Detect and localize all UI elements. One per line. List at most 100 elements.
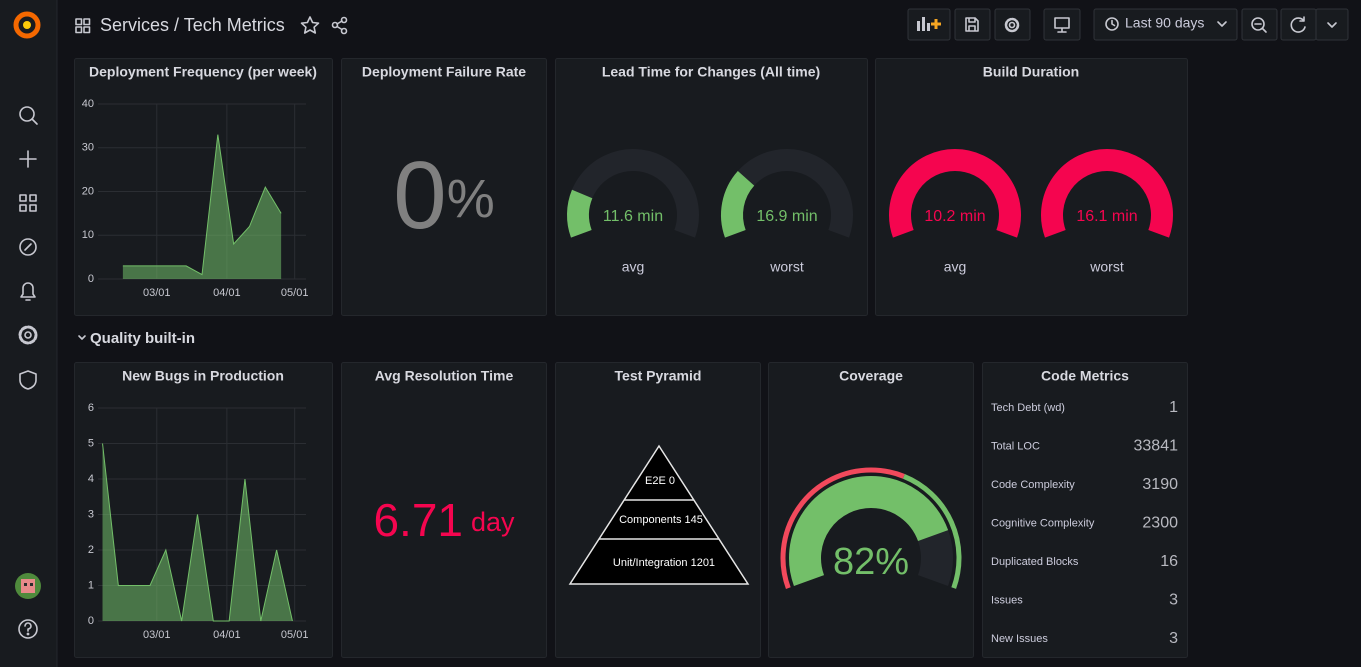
add-panel-icon[interactable] [917, 17, 941, 31]
metric-value: 16 [1160, 553, 1178, 570]
metric-label: Cognitive Complexity [991, 517, 1095, 529]
row-title[interactable]: Quality built-in [90, 330, 195, 347]
row-collapse-icon[interactable] [78, 335, 86, 340]
node[interactable] [340, 16, 348, 24]
sq[interactable] [19, 194, 27, 202]
needle[interactable] [24, 243, 32, 251]
shield-icon[interactable] [19, 370, 37, 390]
x-tick-label: 03/01 [143, 287, 171, 299]
gear-core[interactable] [1008, 21, 1016, 29]
dashboards-icon[interactable] [19, 194, 37, 212]
gear-teeth[interactable] [1004, 17, 1020, 33]
bell[interactable] [20, 282, 36, 298]
lens-marks[interactable] [1254, 23, 1267, 33]
gauge-label: worst [1089, 259, 1124, 275]
stat-number: 0 [393, 142, 446, 249]
node[interactable] [340, 27, 348, 35]
help-dot[interactable] [26, 632, 30, 636]
y-tick-label: 4 [88, 473, 94, 485]
panel-title: Deployment Failure Rate [362, 64, 526, 80]
panel [341, 362, 547, 658]
panel [982, 362, 1188, 658]
plus[interactable] [931, 19, 941, 29]
config-icon[interactable] [18, 325, 38, 345]
lens[interactable] [1251, 17, 1265, 31]
panel-title: New Bugs in Production [122, 368, 284, 384]
compass[interactable] [19, 238, 37, 256]
time-caret[interactable] [1217, 21, 1227, 27]
x-tick-label: 04/01 [213, 287, 241, 299]
help-circle[interactable] [18, 619, 38, 639]
x-tick-label: 05/01 [281, 629, 309, 641]
refresh-icon[interactable] [1290, 16, 1306, 33]
alerting-icon[interactable] [20, 282, 36, 301]
pyramid-level: Components 145 [619, 514, 703, 526]
x-tick-label: 04/01 [213, 629, 241, 641]
bar[interactable] [922, 17, 925, 31]
gauge-value [1041, 149, 1173, 238]
node[interactable] [331, 21, 339, 29]
clock-icon[interactable] [1105, 17, 1119, 31]
metric-label: Duplicated Blocks [991, 556, 1079, 568]
bar[interactable] [927, 23, 930, 31]
logo-core[interactable] [23, 21, 31, 29]
pyramid [568, 444, 750, 585]
panel-title: Build Duration [983, 64, 1079, 80]
gauge-label: worst [769, 259, 804, 275]
save-icon[interactable] [965, 17, 979, 32]
help-icon[interactable] [18, 619, 38, 639]
sidebar [0, 0, 57, 667]
gauge-label: avg [622, 259, 645, 275]
links[interactable] [336, 20, 343, 31]
time-picker[interactable] [1093, 8, 1238, 41]
logo-ring[interactable] [13, 11, 41, 39]
bar[interactable] [917, 21, 920, 31]
stat-unit: day [471, 507, 515, 537]
metric-label: Total LOC [991, 440, 1040, 452]
gear-core[interactable] [24, 331, 32, 339]
tv-icon[interactable] [1054, 17, 1070, 33]
sq [83, 18, 91, 26]
avatar-eye[interactable] [24, 583, 27, 586]
help-q[interactable] [24, 622, 32, 632]
sq [75, 26, 83, 34]
search-handle[interactable] [31, 118, 38, 125]
star-button[interactable] [300, 16, 320, 34]
grafana-logo[interactable] [13, 11, 41, 39]
avatar-eye[interactable] [30, 583, 33, 586]
settings-icon[interactable] [1004, 17, 1020, 33]
clock-hands[interactable] [1111, 19, 1116, 27]
x-tick-label: 05/01 [281, 287, 309, 299]
search-icon[interactable] [19, 106, 38, 125]
sq [83, 26, 91, 34]
share-button[interactable] [331, 16, 348, 35]
threshold-band [780, 467, 962, 589]
avatar-face[interactable] [21, 579, 35, 593]
settings-button[interactable] [994, 8, 1031, 41]
x-tick-label: 03/01 [143, 629, 171, 641]
panel-title: Deployment Frequency (per week) [89, 64, 317, 80]
user-avatar[interactable] [15, 573, 41, 599]
refresh-button[interactable] [1280, 8, 1317, 41]
create-icon[interactable] [19, 150, 37, 168]
refresh-caret[interactable] [1327, 22, 1337, 28]
gauge-value-label: 11.6 min [603, 208, 663, 225]
sq[interactable] [29, 194, 37, 202]
stat-unit: % [447, 169, 495, 229]
zoom-out-icon[interactable] [1251, 17, 1267, 33]
search-circle[interactable] [19, 106, 35, 122]
explore-icon[interactable] [19, 238, 37, 256]
y-tick-label: 6 [88, 402, 94, 414]
time-range[interactable]: Last 90 days [1125, 15, 1204, 31]
save-button[interactable] [954, 8, 991, 41]
tv-mode-button[interactable] [1043, 8, 1081, 41]
shield[interactable] [19, 370, 37, 390]
sq[interactable] [19, 204, 27, 212]
dashboard-title[interactable]: Services / Tech Metrics [100, 15, 285, 35]
stat-value: 0% [393, 142, 494, 249]
clock-face[interactable] [1105, 17, 1119, 31]
sq[interactable] [29, 204, 37, 212]
y-tick-label: 5 [88, 437, 94, 449]
refresh-interval-button[interactable] [1315, 8, 1349, 41]
gear-teeth[interactable] [18, 325, 38, 345]
